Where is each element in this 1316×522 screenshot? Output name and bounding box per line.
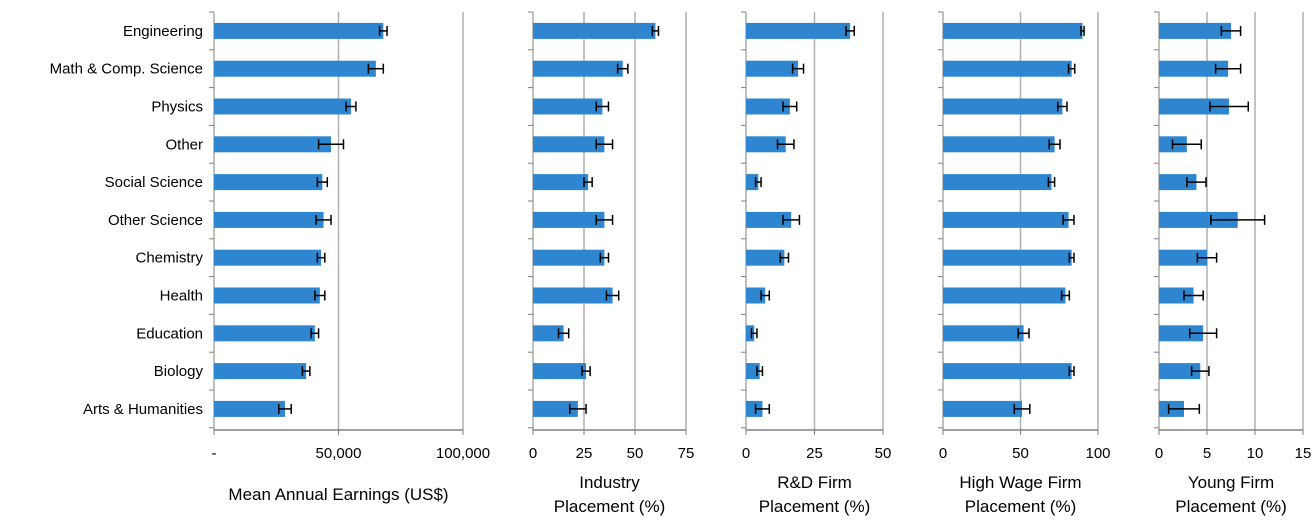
category-label: Math & Comp. Science	[50, 61, 203, 78]
tick-label: 50	[875, 445, 892, 462]
x-axis-title: Placement (%)	[759, 497, 870, 516]
bar	[746, 249, 785, 266]
x-axis-title: Young Firm	[1188, 473, 1274, 492]
bar	[746, 400, 763, 417]
tick-label: 15	[1295, 445, 1312, 462]
bar	[746, 22, 851, 39]
bar	[214, 211, 324, 228]
bar	[746, 211, 792, 228]
bar	[943, 98, 1063, 115]
bar	[1159, 60, 1229, 77]
category-label: Health	[160, 288, 203, 305]
bar	[214, 60, 376, 77]
tick-label: 50	[1012, 445, 1029, 462]
bar	[533, 174, 589, 191]
bar	[214, 22, 384, 39]
category-label: Biology	[154, 363, 204, 380]
tick-label: 75	[678, 445, 695, 462]
bar	[943, 287, 1066, 304]
tick-label: 0	[1155, 445, 1163, 462]
bar	[214, 136, 332, 153]
bar	[533, 98, 603, 115]
bar	[533, 249, 605, 266]
bar	[746, 136, 786, 153]
tick-label: 5	[1203, 445, 1211, 462]
bar	[214, 98, 351, 115]
tick-label: 0	[742, 445, 750, 462]
bar	[1159, 211, 1238, 228]
tick-label: 50,000	[316, 445, 362, 462]
bar	[214, 400, 285, 417]
x-axis-title: Placement (%)	[965, 497, 1076, 516]
bar	[1159, 249, 1207, 266]
bar	[943, 363, 1072, 380]
bar	[943, 174, 1052, 191]
category-label: Chemistry	[135, 250, 203, 267]
tick-label: 0	[939, 445, 947, 462]
tick-label: 0	[529, 445, 537, 462]
tick-label: 25	[576, 445, 593, 462]
category-label: Social Science	[105, 174, 203, 191]
bar	[214, 249, 322, 266]
category-label: Arts & Humanities	[83, 401, 203, 418]
bar	[533, 363, 587, 380]
bar	[943, 211, 1069, 228]
x-axis-title: Placement (%)	[1175, 497, 1286, 516]
bar	[214, 325, 315, 342]
bar	[214, 174, 323, 191]
bar	[943, 400, 1023, 417]
tick-label: 25	[806, 445, 823, 462]
bar	[533, 287, 613, 304]
x-axis-title: Industry	[579, 473, 640, 492]
category-label: Physics	[151, 99, 203, 116]
x-axis-title: R&D Firm	[777, 473, 852, 492]
bar	[746, 325, 755, 342]
bar	[533, 60, 623, 77]
bar	[533, 325, 564, 342]
tick-label: 50	[627, 445, 644, 462]
tick-label: -	[212, 445, 217, 462]
x-axis-title: Mean Annual Earnings (US$)	[228, 485, 448, 504]
category-label: Education	[136, 325, 203, 342]
bar	[214, 363, 307, 380]
x-axis-title: High Wage Firm	[959, 473, 1081, 492]
tick-label: 100,000	[436, 445, 490, 462]
bar	[533, 211, 605, 228]
bar	[746, 60, 799, 77]
bar	[1159, 22, 1231, 39]
bar	[943, 136, 1055, 153]
category-label: Other	[165, 136, 203, 153]
bar	[533, 400, 578, 417]
bar	[746, 98, 790, 115]
tick-label: 100	[1085, 445, 1110, 462]
bar	[1159, 325, 1204, 342]
bar	[1159, 363, 1201, 380]
bar	[943, 325, 1024, 342]
bar	[943, 60, 1072, 77]
category-label: Engineering	[123, 23, 203, 40]
bar	[1159, 287, 1194, 304]
bar	[943, 22, 1083, 39]
bar	[943, 249, 1072, 266]
category-label: Other Science	[108, 212, 203, 229]
tick-label: 10	[1247, 445, 1264, 462]
x-axis-title: Placement (%)	[554, 497, 665, 516]
bar	[533, 22, 656, 39]
bar	[214, 287, 320, 304]
bar	[1159, 98, 1230, 115]
bar	[533, 136, 605, 153]
